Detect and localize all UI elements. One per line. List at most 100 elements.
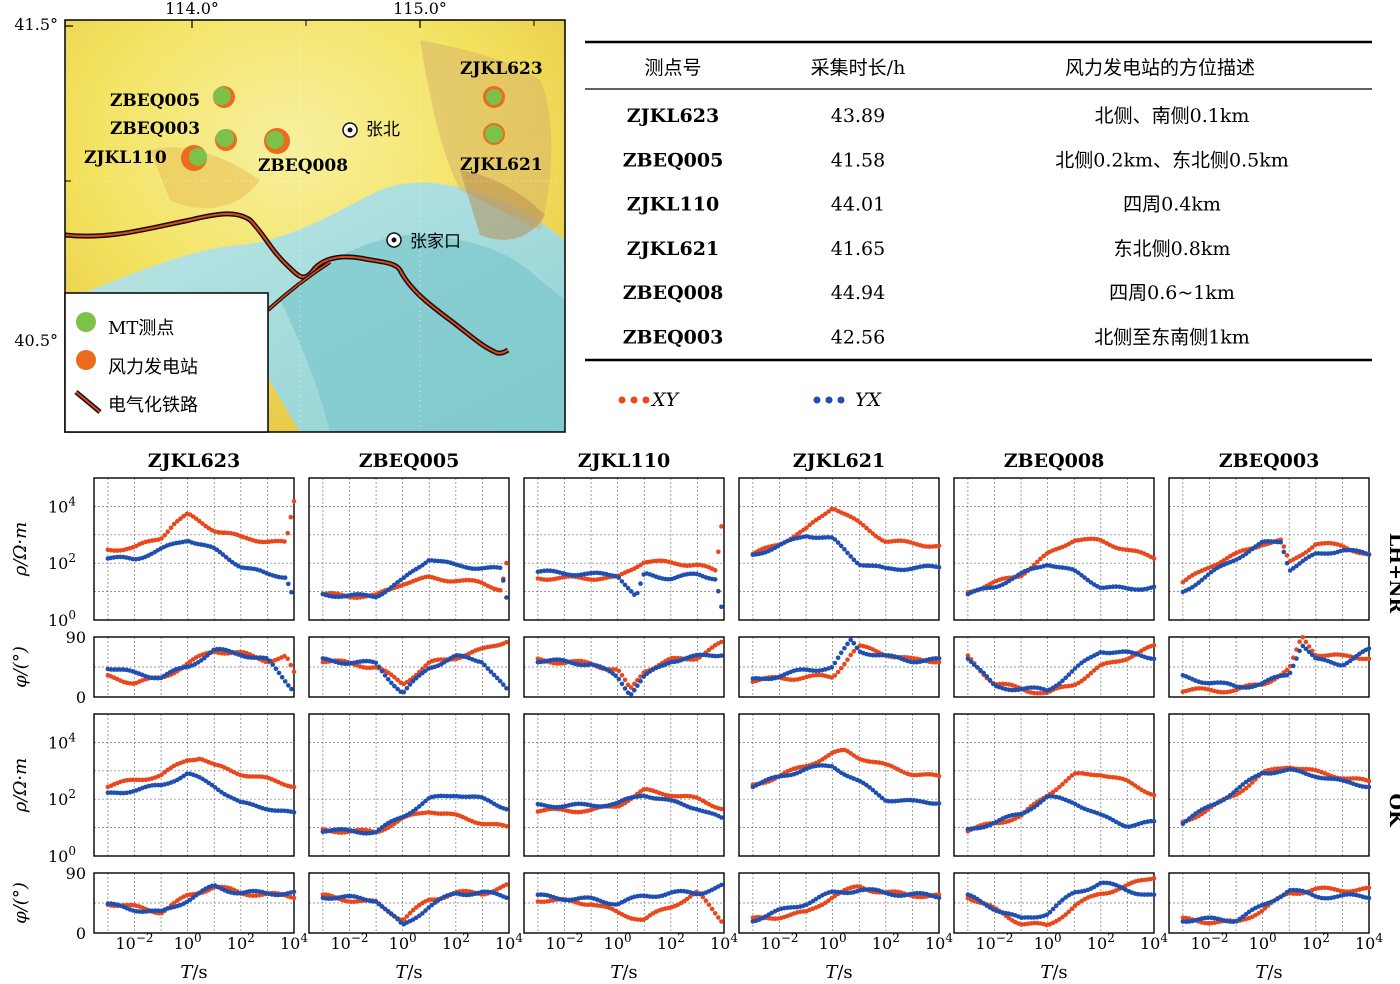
rho-panel: [93, 477, 297, 621]
data-point: [212, 785, 218, 790]
y-tick-label: 100: [48, 608, 76, 630]
x-axis-label: T/s: [825, 962, 852, 983]
x-tick-label: 102: [442, 931, 470, 953]
data-point: [385, 677, 391, 682]
mt-point-marker: [213, 87, 231, 105]
data-point: [429, 902, 435, 908]
data-point: [1066, 909, 1072, 915]
plot-frame: [1168, 872, 1370, 934]
data-point: [1256, 911, 1261, 916]
data-point: [622, 677, 628, 683]
yx-legend-dot: [837, 396, 845, 404]
plot-area: [524, 478, 724, 620]
data-point: [401, 689, 407, 695]
table-cell-duration: 44.01: [831, 194, 885, 216]
data-point: [291, 669, 297, 675]
rho-panel: [93, 713, 297, 857]
data-point: [181, 513, 186, 519]
data-point: [1363, 784, 1369, 790]
lat-label: 40.5°: [14, 331, 58, 350]
data-point: [1066, 776, 1072, 781]
data-point: [842, 547, 847, 552]
data-point: [1151, 818, 1157, 824]
data-point: [200, 521, 205, 526]
data-point: [1354, 653, 1359, 659]
x-tick-label: 10−2: [975, 931, 1013, 953]
data-point: [635, 590, 640, 596]
data-point: [610, 671, 615, 676]
data-point: [217, 549, 223, 555]
data-point: [848, 652, 853, 658]
data-point: [719, 919, 724, 924]
data-point: [1199, 811, 1205, 817]
data-point: [1350, 776, 1356, 781]
data-point: [1151, 792, 1157, 798]
data-point: [1072, 666, 1078, 671]
data-point: [392, 582, 397, 588]
data-point: [190, 895, 196, 900]
data-point: [413, 806, 419, 812]
phi-panel: [1168, 872, 1372, 934]
data-point: [1231, 790, 1236, 795]
data-point: [376, 664, 382, 670]
data-point: [1025, 915, 1031, 920]
data-point: [719, 604, 724, 610]
rho-panel: [738, 713, 942, 857]
data-point: [712, 577, 718, 582]
data-point: [426, 905, 432, 910]
data-point: [282, 653, 287, 659]
data-point: [965, 656, 971, 662]
data-point: [1038, 556, 1043, 562]
data-point: [1091, 668, 1097, 673]
data-point: [289, 589, 294, 595]
data-point: [700, 894, 706, 900]
data-point: [1057, 681, 1062, 686]
table-cell-duration: 43.89: [831, 105, 885, 127]
phi-panel: [738, 636, 942, 698]
data-point: [719, 882, 724, 888]
plot-frame: [523, 636, 725, 698]
data-point: [171, 900, 177, 906]
data-point: [719, 806, 724, 812]
mt-point-marker: [486, 89, 502, 105]
data-point: [410, 907, 416, 913]
phi-panel: [93, 636, 297, 698]
mt-point-marker: [266, 131, 284, 149]
data-point: [1366, 895, 1372, 901]
data-point: [1060, 897, 1065, 903]
rho-panel: [308, 477, 510, 621]
plot-area: [954, 714, 1154, 856]
data-point: [504, 639, 509, 645]
data-point: [175, 519, 180, 524]
data-point: [1281, 549, 1287, 555]
table-cell-description: 北侧、南侧0.1km: [1095, 105, 1250, 127]
data-point: [140, 777, 145, 783]
data-point: [404, 685, 410, 691]
data-point: [1234, 918, 1239, 924]
data-point: [851, 649, 857, 654]
data-point: [622, 582, 628, 588]
data-point: [638, 789, 643, 794]
rho-panel: [523, 477, 725, 621]
data-point: [854, 645, 860, 651]
rho-axis-label: ρ/Ω·m: [10, 522, 31, 577]
data-point: [936, 801, 942, 806]
data-point: [270, 662, 276, 667]
plot-frame: [523, 713, 725, 857]
data-point: [867, 528, 872, 534]
data-point: [1306, 644, 1312, 649]
data-point: [1183, 818, 1189, 824]
data-point: [501, 578, 506, 583]
data-point: [867, 563, 872, 568]
data-point: [1246, 549, 1252, 554]
data-point: [1243, 551, 1249, 557]
data-point: [488, 669, 494, 675]
yx-legend-dot: [825, 396, 833, 404]
data-point: [1227, 919, 1233, 924]
data-point: [832, 660, 838, 666]
data-point: [978, 898, 983, 904]
data-point: [504, 560, 509, 566]
y-tick-label: 104: [48, 730, 76, 752]
phi-panel: [1168, 635, 1372, 698]
data-point: [613, 673, 618, 679]
